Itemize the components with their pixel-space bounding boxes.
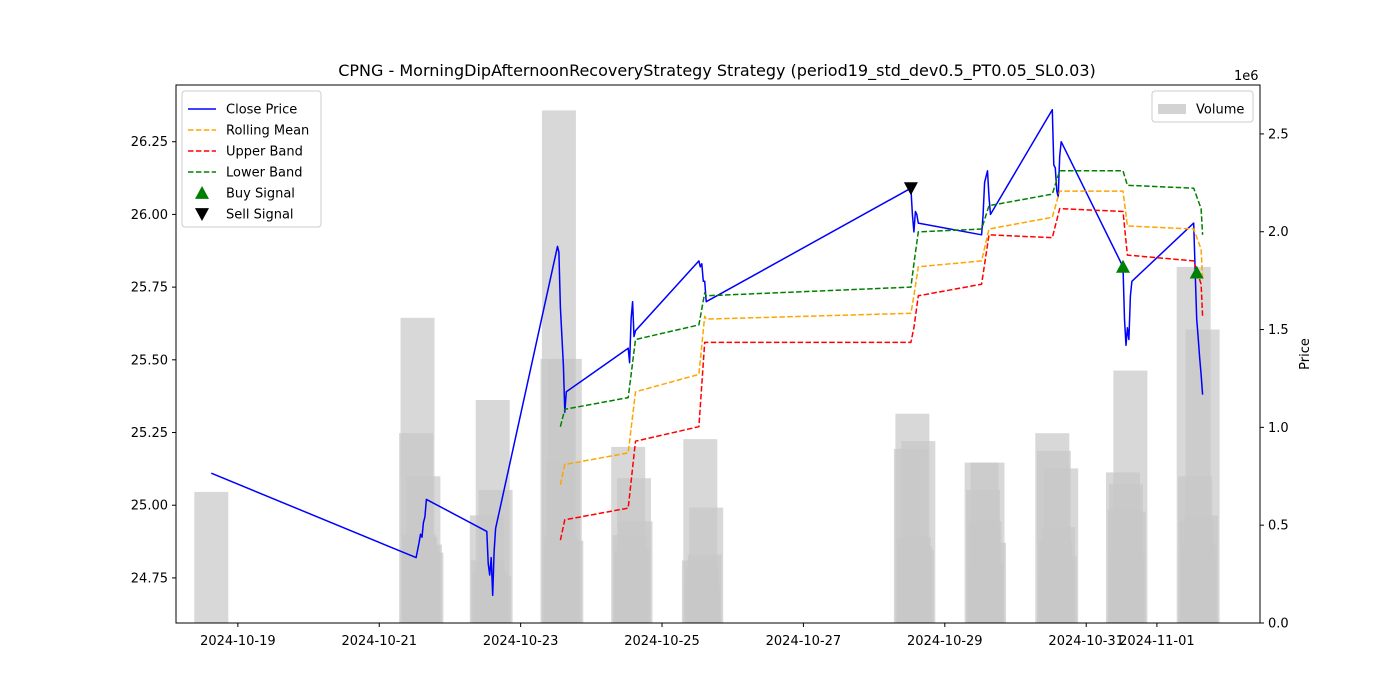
x-tick-label-7: 2024-11-01: [1119, 634, 1195, 649]
y-tick-label-3: 25.50: [131, 353, 168, 368]
y-tick-label-0: 24.75: [131, 571, 168, 586]
x-tick-label-6: 2024-10-31: [1048, 634, 1124, 649]
volume-bar-59: [1113, 370, 1148, 623]
legend-swatch-sell-signal: [195, 208, 209, 221]
volume-bar-15: [478, 490, 513, 623]
series-line-close-price: [211, 108, 1204, 597]
y2-tick-label-1: 0.5: [1268, 519, 1289, 534]
legend-swatch-volume: [1158, 104, 1186, 114]
legend-label-close-price: Close Price: [226, 103, 297, 118]
series-lines: [211, 108, 1204, 597]
volume-bar-46: [972, 542, 1006, 623]
x-tick-label-1: 2024-10-21: [341, 634, 417, 649]
y2-axis-label: Price: [1298, 338, 1313, 370]
sell-signal-marker-0: [903, 182, 918, 196]
volume-bar-34: [689, 507, 724, 623]
volume-bar-66: [1185, 329, 1220, 623]
y2-tick-label-3: 1.5: [1268, 323, 1289, 338]
y2-multiplier: 1e6: [1234, 69, 1259, 84]
legend-label-lower-band: Lower Band: [226, 166, 302, 181]
volume-bar-28: [618, 521, 653, 623]
legend-right: Volume: [1151, 90, 1254, 123]
series-line-rolling-mean: [559, 190, 1204, 486]
legend-left: Close Price Rolling Mean Upper Band Lower B…: [181, 90, 322, 228]
y-tick-label-1: 25.00: [131, 499, 168, 514]
legend-label-rolling-mean: Rolling Mean: [226, 124, 309, 139]
series-line-upper-band: [559, 207, 1204, 541]
y-tick-label-6: 26.25: [131, 135, 168, 150]
legend-label-buy-signal: Buy Signal: [226, 187, 295, 202]
y2-tick-label-0: 0.0: [1268, 617, 1289, 632]
volume-bar-8: [409, 552, 444, 623]
y-axis-right: 1e6 Price 0.0 0.5 1.0 1.5 2.0 2.5: [1234, 69, 1313, 632]
legend-label-upper-band: Upper Band: [226, 145, 303, 160]
volume-bars: [194, 110, 1220, 623]
signal-markers: [903, 182, 1204, 279]
y2-tick-label-4: 2.0: [1268, 225, 1289, 240]
x-tick-label-3: 2024-10-25: [624, 634, 700, 649]
volume-bar-53: [1044, 468, 1079, 623]
y2-tick-label-2: 1.0: [1268, 421, 1289, 436]
y-tick-label-4: 25.75: [131, 281, 168, 296]
legend-swatch-buy-signal: [195, 186, 209, 199]
legend-label-volume: Volume: [1196, 103, 1244, 118]
x-axis: 2024-10-19 2024-10-21 2024-10-23 2024-10-25…: [200, 623, 1195, 649]
x-tick-label-5: 2024-10-29: [907, 634, 983, 649]
legend-left-box: [181, 90, 322, 228]
series-line-lower-band: [559, 170, 1204, 427]
x-tick-label-0: 2024-10-19: [200, 634, 276, 649]
volume-bar-40: [901, 441, 936, 623]
y2-tick-label-5: 2.5: [1268, 127, 1289, 142]
volume-bar-0: [194, 491, 229, 623]
volume-bar-22: [549, 540, 584, 623]
y-tick-label-5: 26.00: [131, 208, 168, 223]
legend-right-box: [1151, 90, 1254, 123]
buy-signal-marker-1: [1189, 265, 1204, 279]
y-axis-left: 24.75 25.00 25.25 25.50 25.75 26.00 26.25: [131, 135, 176, 586]
x-tick-label-4: 2024-10-27: [766, 634, 842, 649]
x-tick-label-2: 2024-10-23: [483, 634, 559, 649]
buy-signal-marker-0: [1116, 259, 1130, 273]
legend-label-sell-signal: Sell Signal: [226, 208, 294, 223]
plot-frame: [175, 84, 1261, 624]
y-tick-label-2: 25.25: [131, 426, 168, 441]
chart-title: CPNG - MorningDipAfternoonRecoveryStrate…: [338, 61, 1096, 81]
